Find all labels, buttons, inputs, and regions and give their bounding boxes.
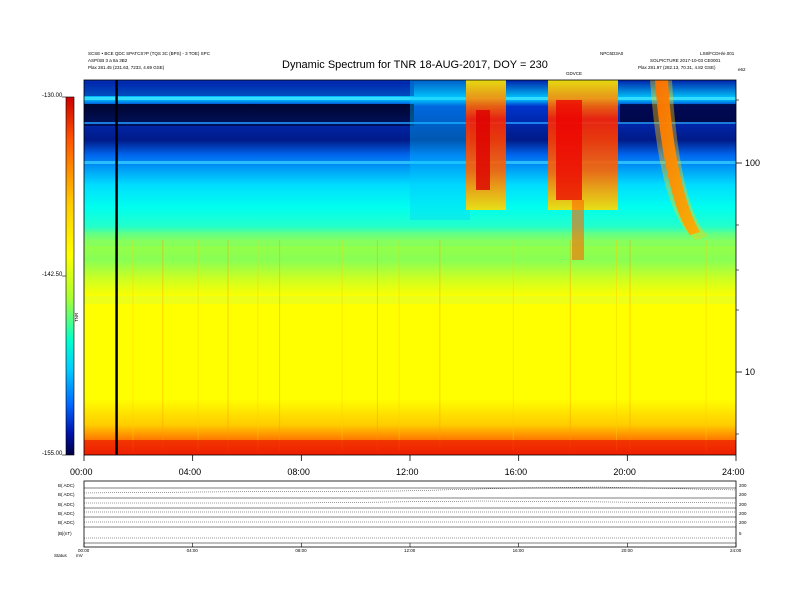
spectrogram-streaks [132, 240, 707, 450]
subpanel-row-scale: 200 [739, 511, 747, 516]
y-tick-100: 100 [745, 158, 761, 168]
x-tick-label: 08:00 [287, 467, 310, 477]
subpanel-row-label: B( ADC) [58, 492, 75, 497]
subpanel-row-scale: 200 [739, 483, 747, 488]
x-tick-label: 24:00 [722, 467, 745, 477]
subpanel-x-tick-label: 08:00 [295, 548, 307, 553]
subpanel-x-tick-label: 12:00 [404, 548, 416, 553]
chart-title: Dynamic Spectrum for TNR 18-AUG-2017, DO… [282, 59, 548, 71]
subpanel-row-scale: 200 [739, 492, 747, 497]
header-right-line3: Plax 281.97 (282.13, 70.31, 4.82 GSE) [638, 65, 716, 70]
x-tick-label: 16:00 [504, 467, 528, 477]
y-tick-10: 10 [745, 367, 756, 377]
subpanel-x-tick-label: 16:00 [512, 548, 524, 553]
colorbar [65, 96, 75, 456]
spectrogram-panel [83, 79, 737, 456]
colorbar-tick-bottom: -155.00 [42, 451, 63, 457]
x-tick-label: 00:00 [70, 467, 93, 477]
header-right-top-center: NPC6D3A0 [600, 51, 624, 56]
header-right-edge: e62 [738, 67, 746, 72]
status-unit: mV [76, 553, 83, 558]
subpanel-row-scale: 5 [739, 531, 742, 536]
header-right-top-right: LS8/FCDH/e.001 [700, 51, 735, 56]
subpanel-row-scale: 200 [739, 502, 747, 507]
subpanel-x-tick-label: 00:00 [78, 548, 90, 553]
subpanel-x-tick-label: 04:00 [186, 548, 198, 553]
burst-marker-label: GDVCE [566, 71, 583, 76]
x-tick-label: 12:00 [396, 467, 419, 477]
subpanel-row-label: B( ADC) [58, 520, 75, 525]
subpanel-x-tick-label: 24:00 [730, 548, 742, 553]
status-label: Status [54, 553, 67, 558]
housekeeping-panels [83, 480, 737, 548]
header-left-line1: SCSE • BCE QDC SPATCS?P (TQS 3C (BPS) - … [88, 51, 210, 56]
subpanel-row-label: |B|(nT) [58, 531, 72, 536]
x-tick-label: 04:00 [178, 467, 202, 477]
header-left-line2: ASP/SB 3 a 8a 3B2 [88, 58, 128, 63]
colorbar-label: TNR [74, 312, 79, 322]
x-tick-label: 20:00 [613, 467, 636, 477]
colorbar-tick-mid: -142.50 [42, 272, 63, 278]
colorbar-ticks [62, 96, 66, 456]
main-x-axis [83, 455, 737, 461]
colorbar-tick-top: -130.00 [42, 93, 63, 99]
right-y-axis [736, 99, 742, 435]
subpanel-row-label: B( ADC) [58, 502, 75, 507]
subpanel-row-label: B( ADC) [58, 483, 75, 488]
subpanel-x-tick-label: 20:00 [621, 548, 633, 553]
subpanel-row-scale: 200 [739, 520, 747, 525]
subpanel-row-label: B( ADC) [58, 511, 75, 516]
header-right-line2: SOLPICTURE 2017-10-03 CE0001 [650, 58, 721, 63]
header-left-line3: Plax 281.45 (231.63, 7233, 4.69 GSE) [88, 65, 165, 70]
